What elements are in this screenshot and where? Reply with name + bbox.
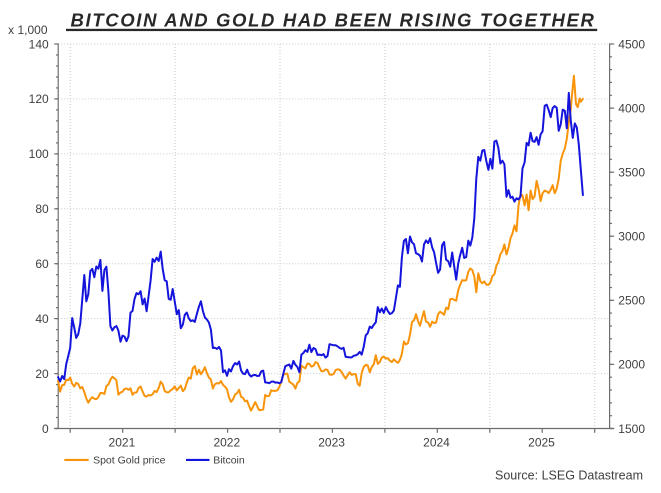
svg-text:Bitcoin: Bitcoin — [213, 454, 245, 466]
svg-text:4500: 4500 — [618, 37, 645, 51]
svg-text:100: 100 — [29, 147, 49, 161]
svg-text:2025: 2025 — [528, 436, 555, 450]
svg-text:80: 80 — [35, 202, 49, 216]
svg-text:3000: 3000 — [618, 230, 645, 244]
svg-text:BITCOIN AND GOLD HAD BEEN RISI: BITCOIN AND GOLD HAD BEEN RISING TOGETHE… — [70, 9, 595, 30]
svg-text:3500: 3500 — [618, 166, 645, 180]
svg-text:40: 40 — [35, 312, 49, 326]
svg-text:2500: 2500 — [618, 294, 645, 308]
svg-text:2024: 2024 — [423, 436, 450, 450]
svg-text:140: 140 — [29, 37, 49, 51]
svg-text:0: 0 — [42, 422, 49, 436]
svg-text:Source: LSEG Datastream: Source: LSEG Datastream — [495, 469, 643, 483]
svg-text:2023: 2023 — [318, 436, 345, 450]
svg-text:2022: 2022 — [213, 436, 240, 450]
svg-text:Spot Gold price: Spot Gold price — [93, 454, 166, 466]
svg-text:2000: 2000 — [618, 358, 645, 372]
svg-text:2021: 2021 — [109, 436, 136, 450]
svg-text:120: 120 — [29, 92, 49, 106]
svg-text:4000: 4000 — [618, 101, 645, 115]
svg-text:60: 60 — [35, 257, 49, 271]
svg-text:x 1,000: x 1,000 — [8, 23, 48, 37]
svg-text:20: 20 — [35, 367, 49, 381]
svg-text:1500: 1500 — [618, 422, 645, 436]
